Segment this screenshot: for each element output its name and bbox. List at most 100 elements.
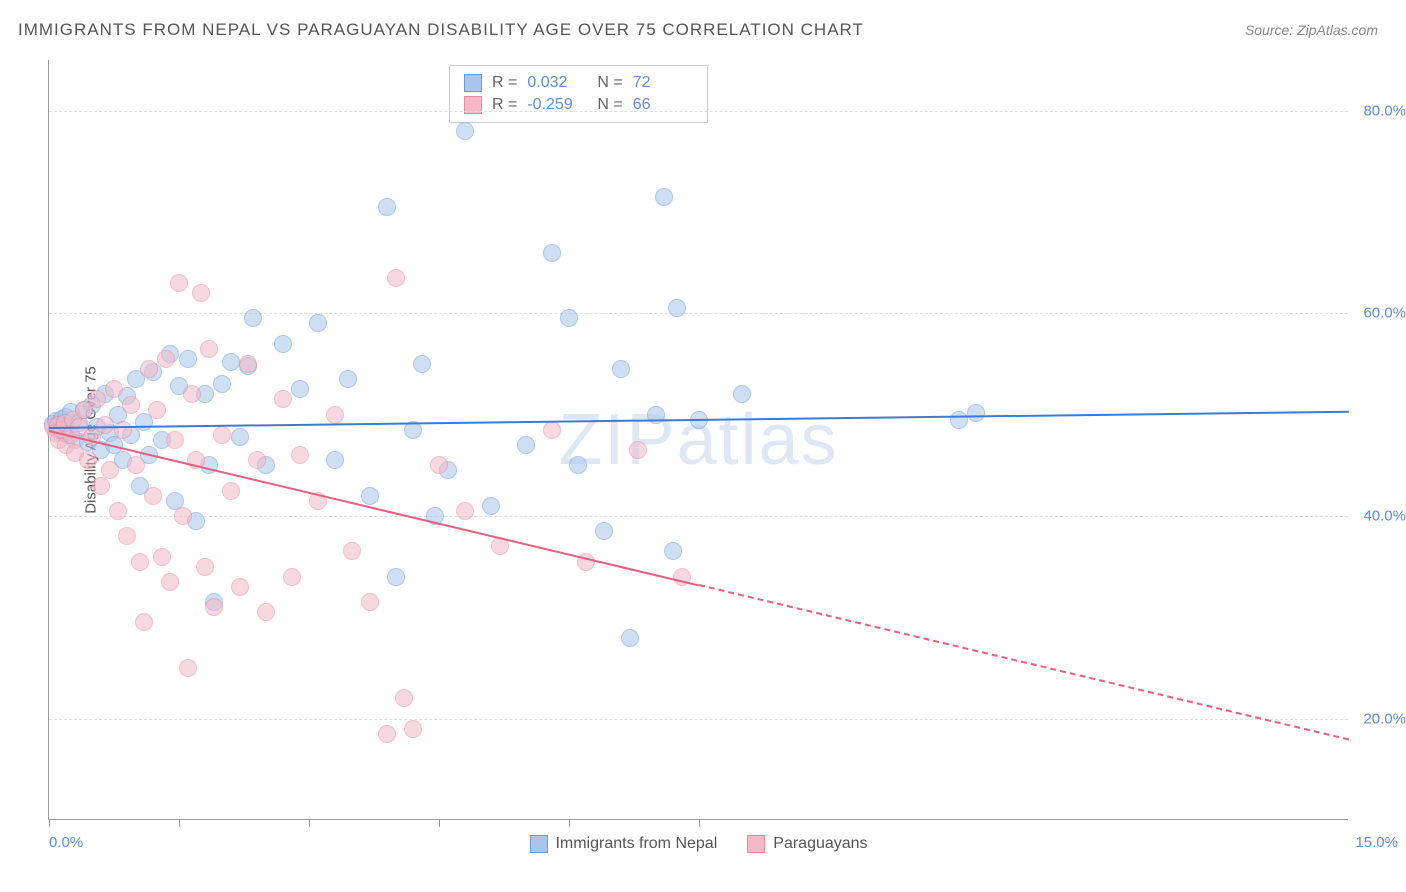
stat-r-label: R = — [492, 74, 517, 92]
scatter-point — [274, 335, 292, 353]
scatter-point — [274, 390, 292, 408]
scatter-point — [161, 573, 179, 591]
scatter-point — [88, 390, 106, 408]
scatter-point — [291, 380, 309, 398]
scatter-point — [339, 370, 357, 388]
scatter-point — [291, 446, 309, 464]
scatter-point — [153, 548, 171, 566]
stats-row: R =0.032N =72 — [464, 72, 693, 94]
scatter-point — [196, 558, 214, 576]
scatter-point — [456, 502, 474, 520]
scatter-point — [200, 340, 218, 358]
stats-row: R =-0.259N =66 — [464, 94, 693, 116]
y-tick-label: 60.0% — [1363, 305, 1406, 322]
grid-line — [49, 719, 1348, 720]
scatter-point — [109, 502, 127, 520]
x-tick — [699, 819, 700, 827]
scatter-point — [170, 274, 188, 292]
scatter-point — [231, 578, 249, 596]
legend-label: Immigrants from Nepal — [555, 835, 717, 853]
scatter-point — [192, 284, 210, 302]
scatter-point — [387, 568, 405, 586]
trend-line — [699, 584, 1349, 740]
scatter-point — [413, 355, 431, 373]
scatter-point — [239, 355, 257, 373]
scatter-point — [326, 451, 344, 469]
y-tick-label: 80.0% — [1363, 102, 1406, 119]
grid-line — [49, 111, 1348, 112]
scatter-point — [148, 401, 166, 419]
legend-item: Immigrants from Nepal — [529, 835, 717, 853]
stat-r-value: 0.032 — [527, 74, 587, 92]
scatter-point — [595, 522, 613, 540]
scatter-point — [140, 360, 158, 378]
scatter-point — [166, 431, 184, 449]
scatter-point — [205, 598, 223, 616]
scatter-point — [612, 360, 630, 378]
scatter-point — [222, 353, 240, 371]
scatter-point — [157, 350, 175, 368]
scatter-point — [733, 385, 751, 403]
scatter-point — [309, 314, 327, 332]
scatter-point — [222, 482, 240, 500]
x-tick — [179, 819, 180, 827]
scatter-point — [101, 461, 119, 479]
scatter-point — [456, 122, 474, 140]
x-tick — [49, 819, 50, 827]
scatter-point — [430, 456, 448, 474]
grid-line — [49, 516, 1348, 517]
x-tick — [309, 819, 310, 827]
scatter-point — [967, 404, 985, 422]
scatter-point — [127, 456, 145, 474]
scatter-point — [283, 568, 301, 586]
series-legend: Immigrants from Nepal Paraguayans — [529, 835, 867, 853]
legend-swatch — [529, 835, 547, 853]
scatter-point — [244, 309, 262, 327]
x-axis-max-label: 15.0% — [1355, 834, 1398, 851]
scatter-point — [179, 659, 197, 677]
scatter-point — [569, 456, 587, 474]
scatter-point — [144, 487, 162, 505]
scatter-point — [378, 198, 396, 216]
scatter-point — [343, 542, 361, 560]
y-tick-label: 40.0% — [1363, 508, 1406, 525]
scatter-point — [560, 309, 578, 327]
x-tick — [569, 819, 570, 827]
scatter-point — [79, 451, 97, 469]
scatter-point — [118, 527, 136, 545]
scatter-point — [655, 188, 673, 206]
scatter-point — [378, 725, 396, 743]
scatter-point — [213, 375, 231, 393]
y-tick-label: 20.0% — [1363, 710, 1406, 727]
stats-legend-box: R =0.032N =72R =-0.259N =66 — [449, 65, 708, 123]
legend-item: Paraguayans — [747, 835, 867, 853]
source-attribution: Source: ZipAtlas.com — [1245, 22, 1378, 38]
plot-area: Disability Age Over 75 ZIPatlas 0.0% 15.… — [48, 60, 1348, 820]
stat-n-label: N = — [597, 74, 622, 92]
scatter-point — [629, 441, 647, 459]
chart-container: IMMIGRANTS FROM NEPAL VS PARAGUAYAN DISA… — [0, 0, 1406, 892]
scatter-point — [621, 629, 639, 647]
scatter-point — [543, 244, 561, 262]
scatter-point — [517, 436, 535, 454]
scatter-point — [664, 542, 682, 560]
legend-label: Paraguayans — [773, 835, 867, 853]
scatter-point — [543, 421, 561, 439]
scatter-point — [231, 428, 249, 446]
scatter-point — [395, 689, 413, 707]
scatter-point — [248, 451, 266, 469]
scatter-point — [404, 720, 422, 738]
scatter-point — [668, 299, 686, 317]
scatter-point — [482, 497, 500, 515]
scatter-point — [183, 385, 201, 403]
scatter-point — [387, 269, 405, 287]
scatter-point — [122, 396, 140, 414]
x-axis-min-label: 0.0% — [49, 834, 83, 851]
scatter-point — [174, 507, 192, 525]
scatter-point — [361, 487, 379, 505]
legend-swatch — [747, 835, 765, 853]
scatter-point — [114, 421, 132, 439]
scatter-point — [179, 350, 197, 368]
scatter-point — [361, 593, 379, 611]
legend-swatch — [464, 74, 482, 92]
